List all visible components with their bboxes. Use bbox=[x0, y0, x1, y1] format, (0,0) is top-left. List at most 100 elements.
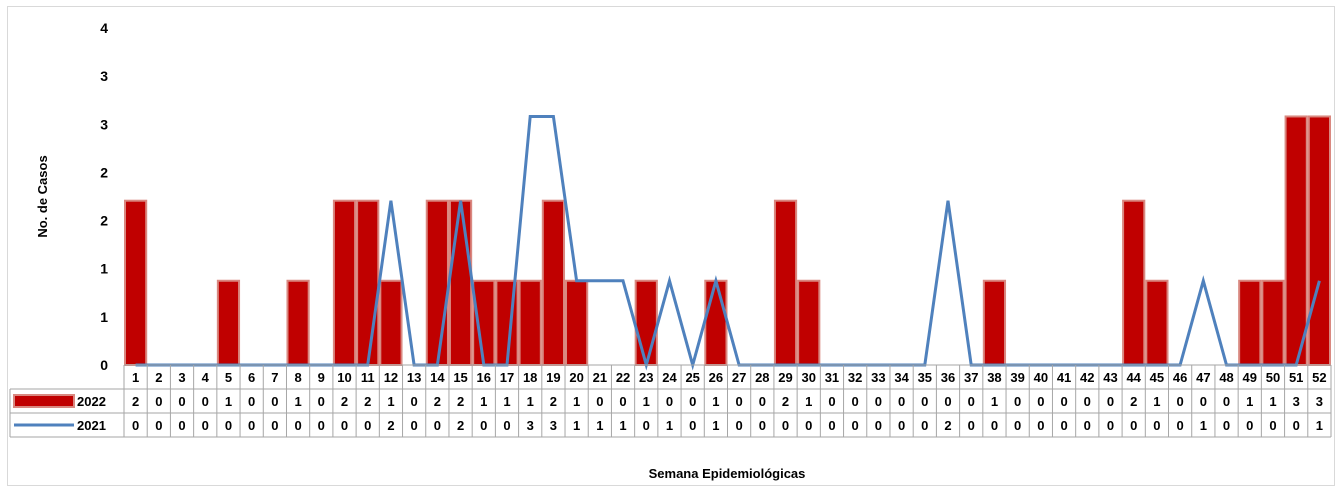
x-tick-label: 1 bbox=[132, 370, 139, 385]
table-value-2022: 2 bbox=[550, 394, 557, 409]
table-value-2022: 0 bbox=[689, 394, 696, 409]
bar-2022-week-50 bbox=[1261, 279, 1285, 366]
table-value-2021: 0 bbox=[968, 418, 975, 433]
table-value-2022: 0 bbox=[921, 394, 928, 409]
table-value-2022: 0 bbox=[852, 394, 859, 409]
x-tick-label: 24 bbox=[662, 370, 677, 385]
x-tick-label: 37 bbox=[964, 370, 978, 385]
table-value-2022: 0 bbox=[968, 394, 975, 409]
bar-2022-week-44 bbox=[1122, 199, 1146, 366]
table-value-2022: 1 bbox=[1246, 394, 1253, 409]
table-value-2022: 0 bbox=[155, 394, 162, 409]
table-value-2021: 0 bbox=[132, 418, 139, 433]
table-value-2022: 0 bbox=[178, 394, 185, 409]
bar-2022-week-45 bbox=[1145, 279, 1169, 366]
table-value-2022: 1 bbox=[225, 394, 232, 409]
x-tick-label: 33 bbox=[871, 370, 885, 385]
bar-2022-week-11 bbox=[356, 199, 380, 366]
x-tick-label: 15 bbox=[453, 370, 467, 385]
x-tick-label: 18 bbox=[523, 370, 537, 385]
y-tick-label: 1 bbox=[100, 309, 108, 325]
x-tick-label: 34 bbox=[894, 370, 909, 385]
x-tick-label: 30 bbox=[802, 370, 816, 385]
x-tick-label: 19 bbox=[546, 370, 560, 385]
x-tick-label: 7 bbox=[271, 370, 278, 385]
table-value-2022: 0 bbox=[248, 394, 255, 409]
table-value-2021: 0 bbox=[1037, 418, 1044, 433]
chart-frame bbox=[7, 6, 1335, 486]
x-tick-label: 35 bbox=[918, 370, 932, 385]
x-tick-label: 14 bbox=[430, 370, 445, 385]
table-value-2022: 2 bbox=[782, 394, 789, 409]
bar-2022-week-18 bbox=[518, 279, 542, 366]
table-value-2022: 0 bbox=[318, 394, 325, 409]
x-tick-label: 8 bbox=[294, 370, 301, 385]
bar-2022-week-15 bbox=[448, 199, 473, 366]
table-value-2021: 0 bbox=[643, 418, 650, 433]
table-value-2021: 1 bbox=[596, 418, 603, 433]
table-value-2021: 0 bbox=[411, 418, 418, 433]
bar-2022-week-19 bbox=[541, 199, 566, 366]
bar-2022-week-5 bbox=[216, 279, 241, 366]
table-value-2021: 0 bbox=[689, 418, 696, 433]
table-value-2022: 0 bbox=[735, 394, 742, 409]
x-tick-label: 21 bbox=[593, 370, 607, 385]
x-tick-label: 42 bbox=[1080, 370, 1094, 385]
bar-2022-week-23 bbox=[634, 279, 658, 366]
table-value-2022: 0 bbox=[944, 394, 951, 409]
table-value-2021: 0 bbox=[852, 418, 859, 433]
legend-key-2022 bbox=[13, 394, 75, 408]
table-value-2022: 1 bbox=[1153, 394, 1160, 409]
y-tick-label: 4 bbox=[100, 20, 108, 36]
bar-2022-week-52 bbox=[1307, 115, 1331, 367]
bar-2022-week-26 bbox=[704, 279, 728, 366]
bar-2022-week-30 bbox=[797, 279, 821, 366]
bar-2022-week-20 bbox=[565, 279, 589, 366]
table-value-2022: 1 bbox=[573, 394, 580, 409]
x-tick-label: 36 bbox=[941, 370, 955, 385]
x-tick-label: 25 bbox=[685, 370, 699, 385]
table-value-2022: 0 bbox=[271, 394, 278, 409]
table-value-2022: 0 bbox=[828, 394, 835, 409]
table-value-2022: 1 bbox=[712, 394, 719, 409]
x-tick-label: 50 bbox=[1266, 370, 1280, 385]
x-tick-label: 11 bbox=[361, 370, 375, 385]
table-value-2021: 0 bbox=[225, 418, 232, 433]
table-value-2022: 0 bbox=[759, 394, 766, 409]
x-tick-label: 10 bbox=[337, 370, 351, 385]
table-value-2021: 0 bbox=[271, 418, 278, 433]
table-value-2021: 0 bbox=[341, 418, 348, 433]
table-value-2022: 0 bbox=[1200, 394, 1207, 409]
x-tick-label: 41 bbox=[1057, 370, 1071, 385]
x-tick-label: 23 bbox=[639, 370, 653, 385]
table-value-2021: 0 bbox=[805, 418, 812, 433]
x-tick-label: 51 bbox=[1289, 370, 1303, 385]
x-tick-label: 17 bbox=[500, 370, 514, 385]
table-value-2021: 0 bbox=[1293, 418, 1300, 433]
table-value-2021: 1 bbox=[666, 418, 673, 433]
table-value-2021: 0 bbox=[503, 418, 510, 433]
x-tick-label: 16 bbox=[477, 370, 491, 385]
x-tick-label: 31 bbox=[825, 370, 839, 385]
x-tick-label: 52 bbox=[1312, 370, 1326, 385]
x-tick-label: 45 bbox=[1150, 370, 1164, 385]
table-value-2021: 0 bbox=[480, 418, 487, 433]
bar-2022-week-14 bbox=[425, 199, 449, 366]
x-tick-label: 13 bbox=[407, 370, 421, 385]
y-tick-label: 2 bbox=[100, 164, 108, 180]
table-value-2022: 2 bbox=[132, 394, 139, 409]
table-value-2022: 0 bbox=[202, 394, 209, 409]
table-value-2021: 3 bbox=[527, 418, 534, 433]
table-value-2021: 0 bbox=[875, 418, 882, 433]
x-tick-label: 43 bbox=[1103, 370, 1117, 385]
table-value-2021: 0 bbox=[202, 418, 209, 433]
table-value-2021: 1 bbox=[1200, 418, 1207, 433]
x-tick-label: 2 bbox=[155, 370, 162, 385]
bar-2022-week-1 bbox=[124, 199, 148, 366]
x-tick-label: 6 bbox=[248, 370, 255, 385]
table-value-2022: 2 bbox=[364, 394, 371, 409]
x-tick-label: 26 bbox=[709, 370, 723, 385]
table-value-2021: 1 bbox=[573, 418, 580, 433]
table-value-2022: 1 bbox=[1269, 394, 1276, 409]
